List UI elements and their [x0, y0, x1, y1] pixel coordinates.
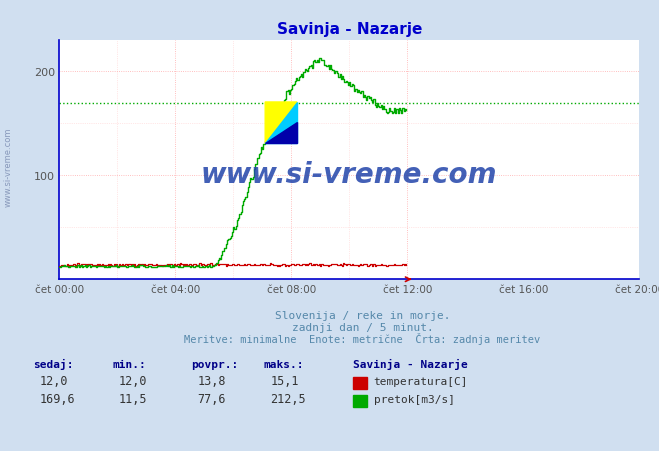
Text: 212,5: 212,5 — [270, 392, 306, 405]
Text: 12,0: 12,0 — [119, 374, 147, 387]
Text: 11,5: 11,5 — [119, 392, 147, 405]
Text: sedaj:: sedaj: — [33, 359, 73, 369]
Polygon shape — [265, 103, 297, 143]
Text: www.si-vreme.com: www.si-vreme.com — [3, 127, 13, 207]
Text: pretok[m3/s]: pretok[m3/s] — [374, 394, 455, 404]
Title: Savinja - Nazarje: Savinja - Nazarje — [277, 22, 422, 37]
Text: 77,6: 77,6 — [198, 392, 226, 405]
Text: Meritve: minimalne  Enote: metrične  Črta: zadnja meritev: Meritve: minimalne Enote: metrične Črta:… — [185, 332, 540, 344]
Text: zadnji dan / 5 minut.: zadnji dan / 5 minut. — [291, 322, 434, 332]
Text: maks.:: maks.: — [264, 359, 304, 369]
Text: temperatura[C]: temperatura[C] — [374, 376, 468, 386]
Text: min.:: min.: — [112, 359, 146, 369]
Text: 169,6: 169,6 — [40, 392, 75, 405]
Text: 13,8: 13,8 — [198, 374, 226, 387]
Text: 12,0: 12,0 — [40, 374, 68, 387]
Text: Slovenija / reke in morje.: Slovenija / reke in morje. — [275, 310, 450, 320]
Text: povpr.:: povpr.: — [191, 359, 239, 369]
Text: Savinja - Nazarje: Savinja - Nazarje — [353, 359, 467, 369]
Polygon shape — [265, 123, 297, 143]
Polygon shape — [265, 103, 297, 143]
Text: www.si-vreme.com: www.si-vreme.com — [201, 161, 498, 189]
Text: 15,1: 15,1 — [270, 374, 299, 387]
